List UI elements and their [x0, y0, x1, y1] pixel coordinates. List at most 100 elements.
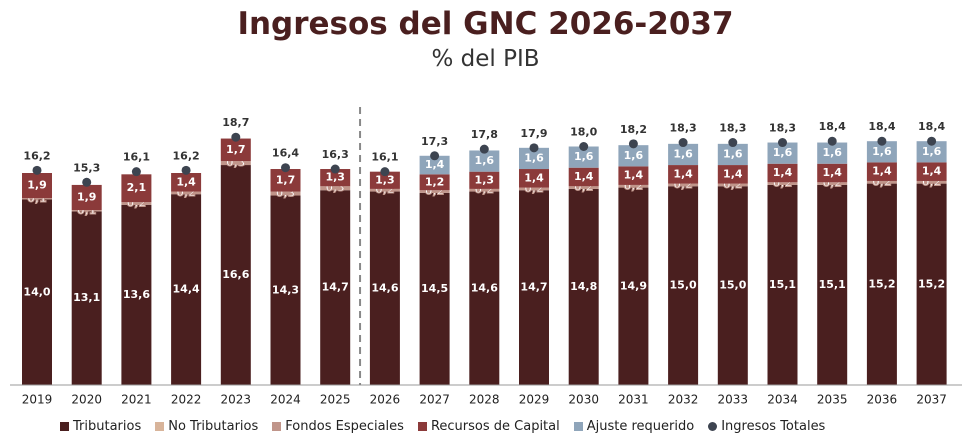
bar-segment-recursos-de-capital	[568, 167, 599, 187]
total-marker	[231, 132, 241, 142]
x-tick-label: 2031	[618, 393, 649, 407]
bar-segment-tributarios	[866, 183, 897, 385]
total-label: 17,9	[520, 127, 547, 140]
total-marker	[827, 136, 837, 146]
data-label: 1,3	[325, 171, 345, 184]
bar-segment-tributarios	[71, 211, 102, 385]
data-label: 1,4	[425, 158, 445, 171]
data-label: 14,7	[322, 281, 349, 294]
total-marker	[579, 142, 589, 151]
legend-label: No Tributarios	[168, 418, 259, 434]
legend-item-fondos-especiales: Fondos Especiales	[272, 419, 404, 434]
total-label: 17,3	[421, 135, 448, 148]
legend-swatch	[573, 421, 583, 431]
bar-segment-recursos-de-capital	[817, 163, 848, 183]
total-marker	[82, 177, 92, 187]
data-label: 14,6	[471, 281, 498, 294]
total-label: 16,1	[123, 151, 150, 164]
data-label: 14,0	[23, 285, 50, 298]
data-label: 2,1	[127, 181, 147, 194]
legend-item-ajuste-requerido: Ajuste requerido	[573, 419, 694, 434]
data-label: 15,2	[918, 277, 945, 290]
total-marker	[380, 167, 390, 177]
bar-segment-fondos-especiales	[668, 183, 699, 187]
data-label: 1,9	[27, 179, 47, 192]
x-tick-label: 2023	[221, 393, 252, 407]
legend-swatch	[155, 421, 165, 431]
total-marker	[330, 164, 340, 174]
legend-item-ingresos-totales: Ingresos Totales	[708, 419, 825, 434]
data-label: 14,4	[173, 283, 200, 296]
bar-segment-recursos-de-capital	[717, 165, 748, 184]
data-label: 1,9	[77, 191, 97, 204]
chart-subtitle: % del PIB	[431, 46, 540, 72]
data-label: 15,0	[670, 279, 697, 292]
data-label: 1,6	[475, 154, 495, 167]
bar-segment-tributarios	[121, 204, 152, 385]
legend-label: Recursos de Capital	[430, 418, 560, 434]
data-label: 1,6	[574, 150, 594, 163]
data-label: 1,3	[475, 173, 495, 186]
legend-label: Fondos Especiales	[285, 418, 404, 434]
total-label: 16,1	[371, 151, 398, 164]
data-label: 15,2	[868, 277, 895, 290]
total-marker	[778, 138, 787, 148]
total-label: 17,8	[471, 128, 498, 141]
bar-segment-fondos-especiales	[22, 198, 52, 200]
x-tick-label: 2019	[22, 393, 53, 407]
bar-segment-fondos-especiales	[767, 182, 798, 185]
data-label: 13,1	[73, 291, 100, 304]
x-tick-label: 2036	[867, 393, 898, 407]
legend-swatch	[272, 421, 282, 431]
total-label: 18,3	[769, 122, 796, 135]
total-marker	[877, 136, 887, 146]
total-label: 18,4	[819, 120, 846, 133]
data-label: 1,6	[922, 145, 942, 158]
bar-segment-tributarios	[568, 188, 599, 385]
x-tick-label: 2035	[817, 393, 848, 407]
bar-segment-fondos-especiales	[220, 161, 251, 166]
bar-segment-tributarios	[220, 165, 251, 385]
bar-segment-recursos-de-capital	[618, 166, 649, 185]
total-marker	[479, 144, 489, 154]
data-label: 1,7	[276, 173, 296, 186]
bar-segment-recursos-de-capital	[668, 165, 699, 184]
data-label: 1,4	[822, 166, 842, 179]
x-tick-label: 2033	[718, 393, 749, 407]
data-label: 1,6	[673, 147, 693, 160]
bar-segment-recursos-de-capital	[171, 173, 202, 192]
data-label: 14,7	[520, 281, 547, 294]
data-label: 1,6	[822, 146, 842, 159]
legend-swatch	[60, 421, 69, 431]
legend-item-recursos-de-capital: Recursos de Capital	[417, 418, 560, 434]
total-marker	[181, 165, 191, 175]
data-label: 1,4	[872, 165, 892, 178]
legend-dot	[708, 421, 718, 431]
bar-segment-fondos-especiales	[817, 182, 848, 185]
total-marker	[430, 151, 440, 161]
x-tick-label: 2028	[469, 393, 500, 407]
total-marker	[281, 163, 290, 173]
bar-segment-ajuste-requerido	[469, 150, 500, 172]
data-label: 14,9	[620, 279, 647, 292]
data-label: 1,4	[176, 175, 196, 188]
bar-segment-recursos-de-capital	[767, 163, 798, 183]
bar-segment-recursos-de-capital	[121, 174, 152, 203]
data-label: 14,5	[421, 282, 448, 295]
total-marker	[131, 167, 141, 177]
data-label: 1,4	[773, 166, 793, 179]
total-label: 18,4	[868, 120, 895, 133]
bar-segment-ajuste-requerido	[519, 147, 549, 170]
bar-segment-ajuste-requerido	[618, 145, 649, 167]
legend-item-tributarios: Tributarios	[60, 419, 141, 434]
bar-segment-recursos-de-capital	[469, 171, 500, 189]
total-marker	[678, 138, 688, 148]
bar-segment-fondos-especiales	[618, 184, 649, 188]
x-tick-label: 2024	[270, 393, 301, 407]
bar-segment-recursos-de-capital	[270, 169, 301, 192]
bar-segment-recursos-de-capital	[519, 169, 549, 188]
data-label: 13,6	[123, 288, 150, 301]
bar-segment-tributarios	[419, 192, 450, 385]
total-marker	[927, 136, 937, 146]
total-label: 15,3	[73, 161, 100, 174]
